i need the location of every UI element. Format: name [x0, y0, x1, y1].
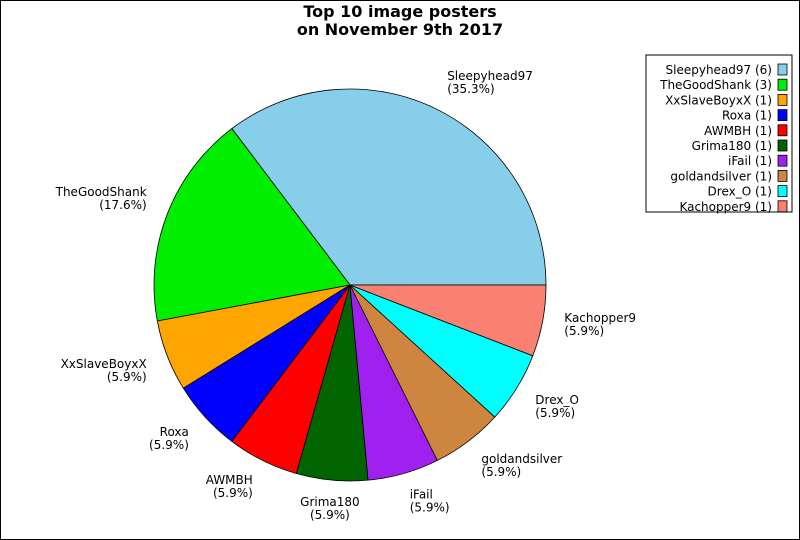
legend-swatch — [777, 200, 788, 213]
slice-label-name: Kachopper9 — [564, 311, 636, 325]
legend-swatch — [777, 94, 788, 106]
slice-label-percent: (5.9%) — [310, 508, 350, 522]
legend-entry-label: AWMBH (1) — [704, 124, 772, 138]
pie-slice-sleepyhead97 — [231, 88, 547, 286]
slice-label-percent: (5.9%) — [107, 370, 147, 384]
slice-label: Grima180 (5.9%) — [300, 495, 360, 522]
slice-label-name: Roxa — [160, 425, 189, 439]
slice-label: AWMBH (5.9%) — [206, 473, 253, 500]
legend-entry-label: Kachopper9 (1) — [679, 200, 772, 214]
legend-entry-label: XxSlaveBoyxX (1) — [665, 93, 772, 107]
legend-swatch — [777, 78, 788, 91]
legend-entry-label: TheGoodShank (3) — [659, 78, 772, 92]
legend-entry-label: Sleepyhead97 (6) — [666, 63, 772, 77]
legend-entry-label: iFail (1) — [728, 154, 772, 168]
slice-label-name: AWMBH — [206, 473, 253, 487]
legend-swatch — [777, 109, 788, 121]
legend-entry-label: goldandsilver (1) — [670, 169, 772, 183]
slice-label-name: Drex_O — [535, 393, 579, 407]
slice-label: TheGoodShank (17.6%) — [55, 185, 147, 212]
slice-label: iFail (5.9%) — [410, 488, 450, 515]
slice-labels: Sleepyhead97 (35.3%) TheGoodShank (17.6%) Xx… — [55, 69, 636, 522]
slice-label: Roxa (5.9%) — [149, 425, 189, 452]
slice-label: Drex_O (5.9%) — [535, 393, 579, 420]
slice-label-percent: (5.9%) — [535, 406, 575, 420]
slice-label: XxSlaveBoyxX (5.9%) — [61, 357, 147, 384]
legend-swatch — [777, 139, 788, 152]
slice-label-percent: (5.9%) — [481, 465, 521, 479]
pie-slice-kachopper9 — [349, 284, 547, 357]
pie-slice-thegoodshank — [153, 128, 351, 322]
legend-swatch — [777, 169, 788, 182]
chart-title-line-1: Top 10 image posters — [303, 2, 496, 21]
legend-swatch — [777, 154, 788, 167]
slice-label: Kachopper9 (5.9%) — [564, 311, 636, 338]
slice-label-percent: (5.9%) — [410, 501, 450, 515]
slice-label-percent: (35.3%) — [447, 82, 494, 96]
legend-swatch — [777, 63, 788, 76]
slice-label-name: XxSlaveBoyxX — [61, 357, 147, 371]
slice-label-name: Sleepyhead97 — [447, 69, 533, 83]
legend-swatch — [777, 185, 788, 198]
legend: Sleepyhead97 (6)TheGoodShank (3)XxSlaveB… — [645, 54, 793, 214]
pie-slices — [153, 88, 547, 482]
slice-label-percent: (5.9%) — [564, 324, 604, 338]
slice-label-percent: (5.9%) — [213, 486, 253, 500]
slice-label: goldandsilver (5.9%) — [481, 452, 562, 479]
slice-label-name: goldandsilver — [481, 452, 562, 466]
slice-label: Sleepyhead97 (35.3%) — [447, 69, 533, 96]
slice-label-percent: (17.6%) — [99, 198, 146, 212]
slice-label-name: TheGoodShank — [55, 185, 147, 199]
legend-entry-label: Grima180 (1) — [692, 139, 772, 153]
legend-entry-label: Drex_O (1) — [708, 185, 772, 199]
slice-label-name: Grima180 — [300, 495, 360, 509]
legend-box — [645, 54, 793, 213]
legend-swatch — [777, 124, 788, 137]
slice-label-percent: (5.9%) — [149, 438, 189, 452]
legend-entry-label: Roxa (1) — [722, 109, 772, 123]
chart-title-line-2: on November 9th 2017 — [297, 20, 503, 39]
slice-label-name: iFail — [410, 488, 433, 502]
